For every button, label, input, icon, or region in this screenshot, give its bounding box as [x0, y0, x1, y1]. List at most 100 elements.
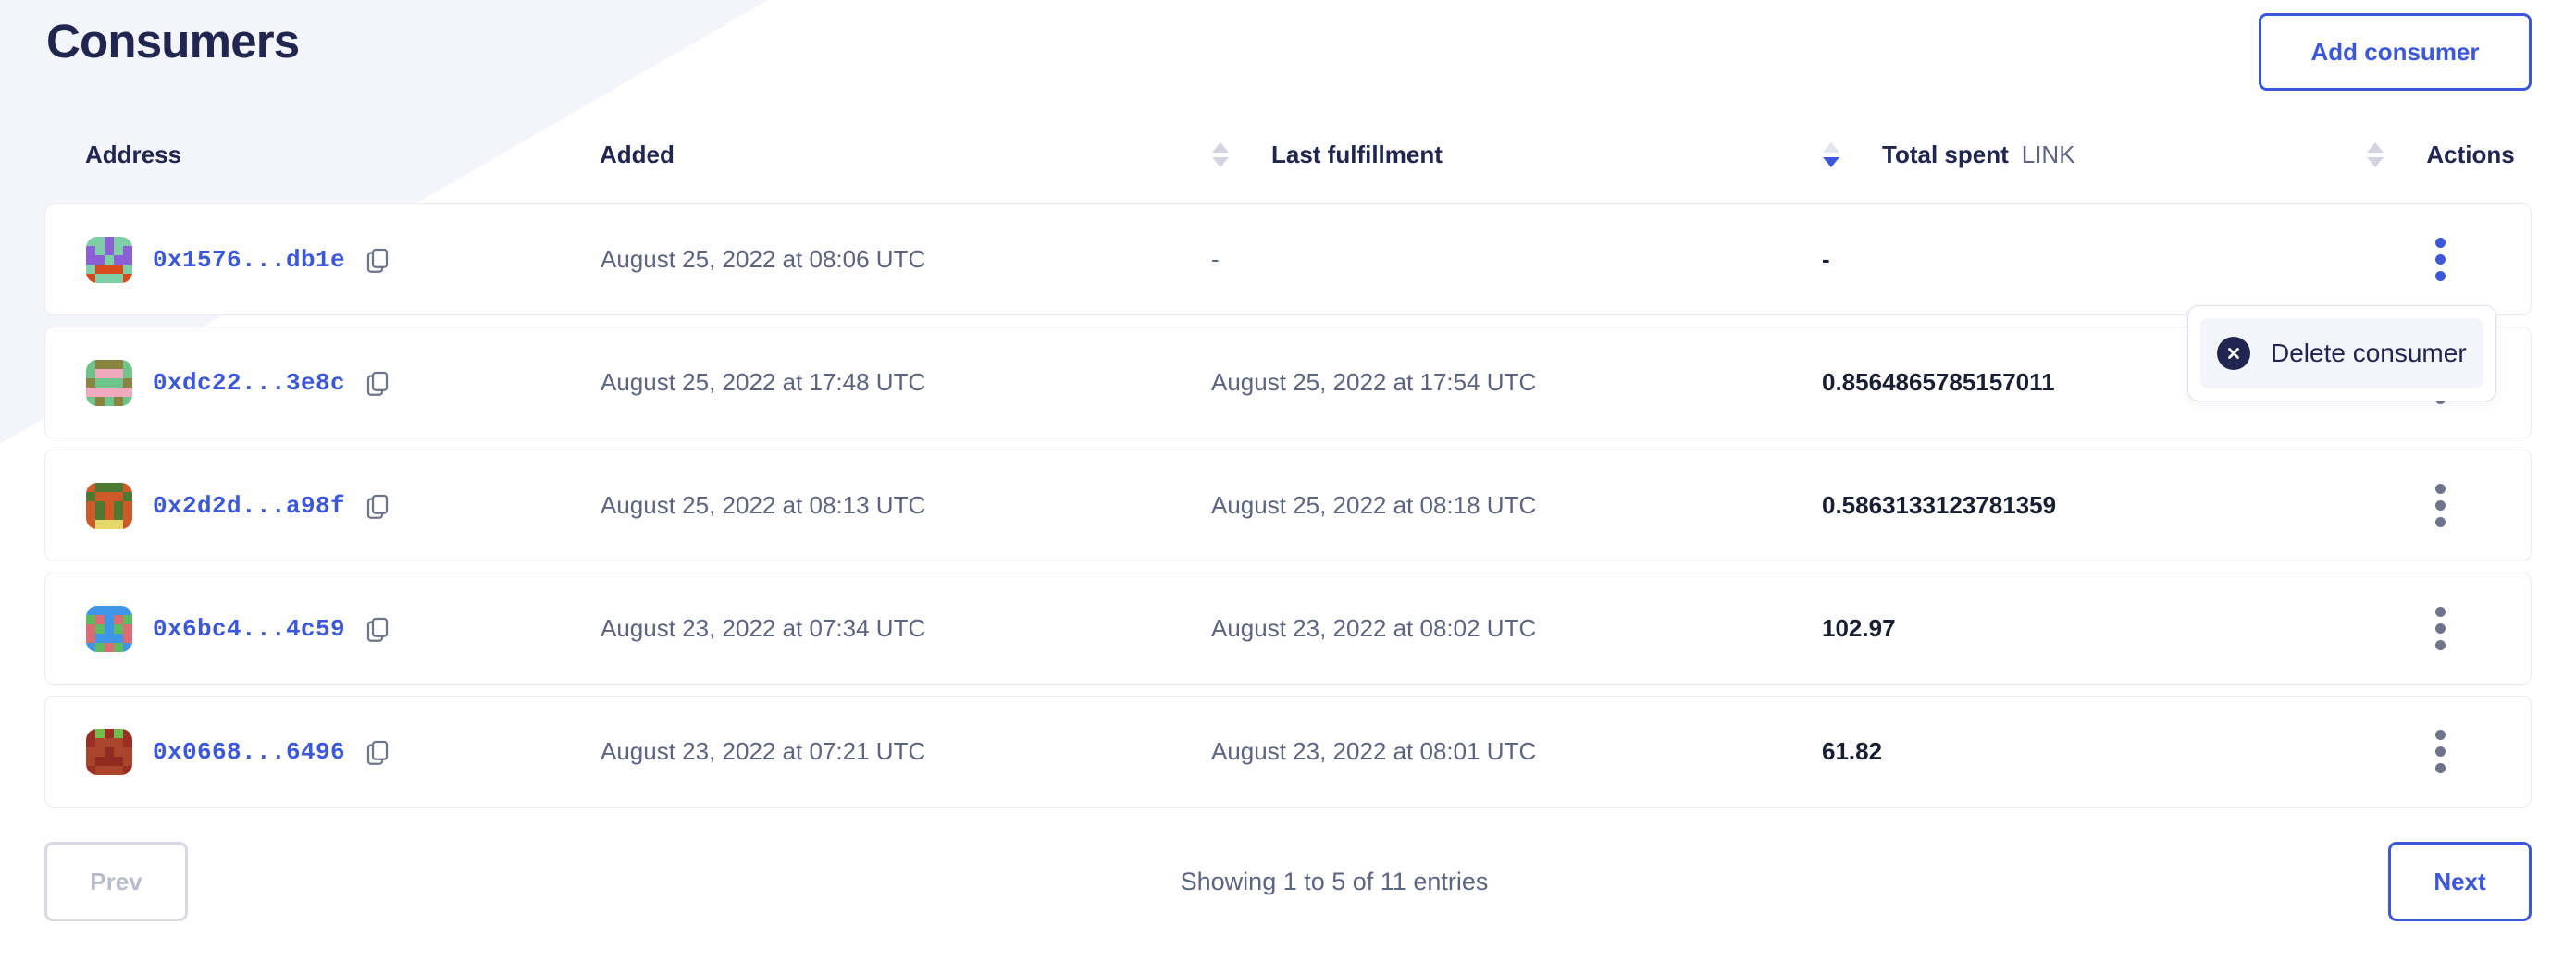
identicon-cell	[123, 728, 132, 738]
identicon-cell	[123, 642, 132, 652]
identicon-cell	[105, 519, 114, 529]
cell-actions	[2349, 232, 2531, 287]
sort-toggle-total-spent[interactable]	[2365, 142, 2385, 167]
table-row: 0x2d2d...a98f August 25, 2022 at 08:13 UT…	[44, 450, 2532, 561]
address-link[interactable]: 0x6bc4...4c59	[153, 614, 346, 643]
identicon-cell	[114, 737, 123, 747]
cell-total-spent: 61.82	[1822, 737, 1883, 765]
prev-page-button[interactable]: Prev	[44, 842, 188, 921]
kebab-dot	[2434, 607, 2446, 617]
identicon-cell	[86, 519, 95, 529]
identicon-cell	[95, 756, 105, 766]
identicon-cell	[95, 623, 105, 634]
identicon-cell	[114, 500, 123, 511]
sort-ascending-arrow-icon	[2367, 142, 2384, 153]
kebab-dot	[2434, 517, 2446, 527]
identicon-cell	[123, 746, 132, 757]
row-actions-kebab-menu-icon[interactable]	[2422, 724, 2458, 779]
kebab-dot	[2434, 623, 2446, 634]
identicon-cell	[86, 500, 95, 511]
cell-last-fulfillment: August 25, 2022 at 17:54 UTC	[1211, 368, 1537, 396]
identicon-cell	[95, 273, 105, 283]
identicon-cell	[123, 614, 132, 624]
copy-address-icon[interactable]	[364, 492, 391, 520]
cell-actions	[2349, 724, 2531, 779]
identicon-cell	[86, 605, 95, 615]
table-row: 0xdc22...3e8c August 25, 2022 at 17:48 UT…	[44, 327, 2532, 438]
copy-address-icon[interactable]	[364, 738, 391, 766]
cell-last-fulfillment: August 25, 2022 at 08:18 UTC	[1211, 491, 1537, 519]
row-actions-kebab-menu-icon[interactable]	[2422, 601, 2458, 656]
address-link[interactable]: 0xdc22...3e8c	[153, 368, 346, 397]
identicon-cell	[105, 728, 114, 738]
row-actions-context-menu: Delete consumer	[2187, 305, 2496, 401]
identicon-cell	[86, 633, 95, 643]
identicon-cell	[114, 236, 123, 246]
identicon-cell	[105, 510, 114, 520]
cell-address: 0x1576...db1e	[45, 236, 601, 283]
kebab-dot	[2434, 640, 2446, 650]
table-body: 0x1576...db1e August 25, 2022 at 08:06 UT…	[44, 204, 2532, 808]
identicon-cell	[105, 756, 114, 766]
copy-address-icon[interactable]	[364, 369, 391, 397]
row-actions-kebab-menu-icon[interactable]	[2422, 232, 2458, 287]
copy-address-icon[interactable]	[364, 615, 391, 643]
identicon-cell	[86, 765, 95, 775]
identicon-cell	[95, 491, 105, 501]
delete-consumer-menu-item-label: Delete consumer	[2271, 339, 2467, 367]
next-page-button[interactable]: Next	[2388, 842, 2532, 921]
column-header-added[interactable]: Added	[600, 141, 1210, 169]
identicon-cell	[105, 377, 114, 388]
address-link[interactable]: 0x0668...6496	[153, 737, 346, 766]
identicon-cell	[114, 746, 123, 757]
identicon-cell	[86, 236, 95, 246]
identicon-cell	[123, 245, 132, 255]
identicon-cell	[114, 756, 123, 766]
identicon-cell	[114, 605, 123, 615]
copy-address-icon[interactable]	[364, 246, 391, 274]
identicon-cell	[95, 519, 105, 529]
kebab-dot	[2434, 746, 2446, 757]
identicon-cell	[114, 387, 123, 397]
identicon-cell	[123, 254, 132, 265]
kebab-dot	[2434, 238, 2446, 248]
identicon-cell	[123, 519, 132, 529]
table-row: 0x1576...db1e August 25, 2022 at 08:06 UT…	[44, 204, 2532, 315]
identicon-cell	[114, 482, 123, 492]
identicon-cell	[105, 396, 114, 406]
add-consumer-button[interactable]: Add consumer	[2259, 13, 2532, 91]
address-identicon-icon	[86, 359, 132, 406]
address-link[interactable]: 0x2d2d...a98f	[153, 491, 346, 520]
identicon-cell	[105, 623, 114, 634]
address-link[interactable]: 0x1576...db1e	[153, 245, 346, 274]
sort-descending-arrow-icon	[1212, 157, 1229, 167]
identicon-cell	[95, 746, 105, 757]
cell-added: August 25, 2022 at 08:13 UTC	[601, 491, 926, 519]
kebab-dot	[2434, 500, 2446, 511]
identicon-cell	[105, 245, 114, 255]
kebab-dot	[2434, 271, 2446, 281]
identicon-cell	[95, 765, 105, 775]
sort-toggle-last-fulfillment[interactable]	[1821, 142, 1841, 167]
column-header-last-fulfillment[interactable]: Last fulfillment	[1210, 141, 1821, 169]
identicon-cell	[123, 377, 132, 388]
column-header-last-fulfillment-label: Last fulfillment	[1271, 141, 1443, 168]
identicon-cell	[86, 756, 95, 766]
sort-ascending-arrow-icon	[1212, 142, 1229, 153]
identicon-cell	[86, 737, 95, 747]
identicon-cell	[114, 273, 123, 283]
identicon-cell	[86, 510, 95, 520]
delete-circle-x-icon	[2217, 337, 2250, 370]
identicon-cell	[114, 377, 123, 388]
identicon-cell	[114, 614, 123, 624]
identicon-cell	[95, 377, 105, 388]
identicon-cell	[105, 273, 114, 283]
row-actions-kebab-menu-icon[interactable]	[2422, 478, 2458, 533]
column-header-total-spent[interactable]: Total spent LINK	[1821, 141, 2348, 169]
cell-last-fulfillment: August 23, 2022 at 08:02 UTC	[1211, 614, 1537, 642]
page-header: Consumers Add consumer	[44, 0, 2532, 106]
delete-consumer-menu-item[interactable]: Delete consumer	[2200, 318, 2483, 388]
sort-toggle-added[interactable]	[1210, 142, 1231, 167]
identicon-cell	[95, 264, 105, 274]
consumers-table: Address Added Last fulfillment Total spe…	[44, 106, 2532, 808]
